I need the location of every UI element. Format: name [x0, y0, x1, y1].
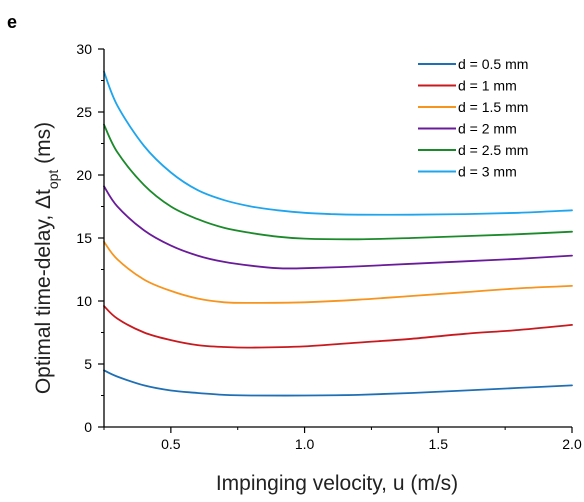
y-tick-label: 30	[76, 41, 92, 57]
y-axis-title-subscript: opt	[45, 170, 61, 190]
x-tick-label: 1.0	[295, 436, 315, 452]
y-axis-title: Optimal time-delay, Δtopt (ms)	[32, 122, 61, 394]
axes-layer: 0.5 1.0 1.5 2.0 0 5 10 15 20 25 30	[76, 41, 582, 452]
y-tick-label: 15	[76, 230, 92, 246]
series-line-5	[103, 123, 573, 241]
series-layer	[103, 70, 573, 397]
legend-label-3: d = 1.5 mm	[458, 99, 528, 115]
legend-label-1: d = 0.5 mm	[458, 56, 528, 72]
y-tick-label: 0	[84, 419, 92, 435]
series-line-2	[103, 305, 573, 349]
legend-label-5: d = 2.5 mm	[458, 142, 528, 158]
panel-label: e	[7, 12, 17, 32]
series-line-3	[103, 240, 573, 304]
y-tick-label: 10	[76, 293, 92, 309]
x-tick-label: 1.5	[429, 436, 449, 452]
y-tick-label: 5	[84, 356, 92, 372]
legend-label-2: d = 1 mm	[458, 78, 517, 94]
y-tick-label: 20	[76, 167, 92, 183]
x-axis-title: Impinging velocity, u (m/s)	[216, 472, 458, 495]
y-axis-title-main: Optimal time-delay, Δt	[32, 189, 55, 394]
series-line-1	[103, 369, 573, 397]
series-line-4	[103, 185, 573, 270]
series-line-6	[103, 70, 573, 216]
x-tick-label: 0.5	[161, 436, 181, 452]
x-tick-label: 2.0	[562, 436, 582, 452]
y-tick-label: 25	[76, 104, 92, 120]
legend-label-4: d = 2 mm	[458, 121, 517, 137]
y-axis-title-unit: (ms)	[32, 122, 55, 170]
legend: d = 0.5 mm d = 1 mm d = 1.5 mm d = 2 mm d = …	[418, 56, 528, 180]
legend-label-6: d = 3 mm	[458, 164, 517, 180]
